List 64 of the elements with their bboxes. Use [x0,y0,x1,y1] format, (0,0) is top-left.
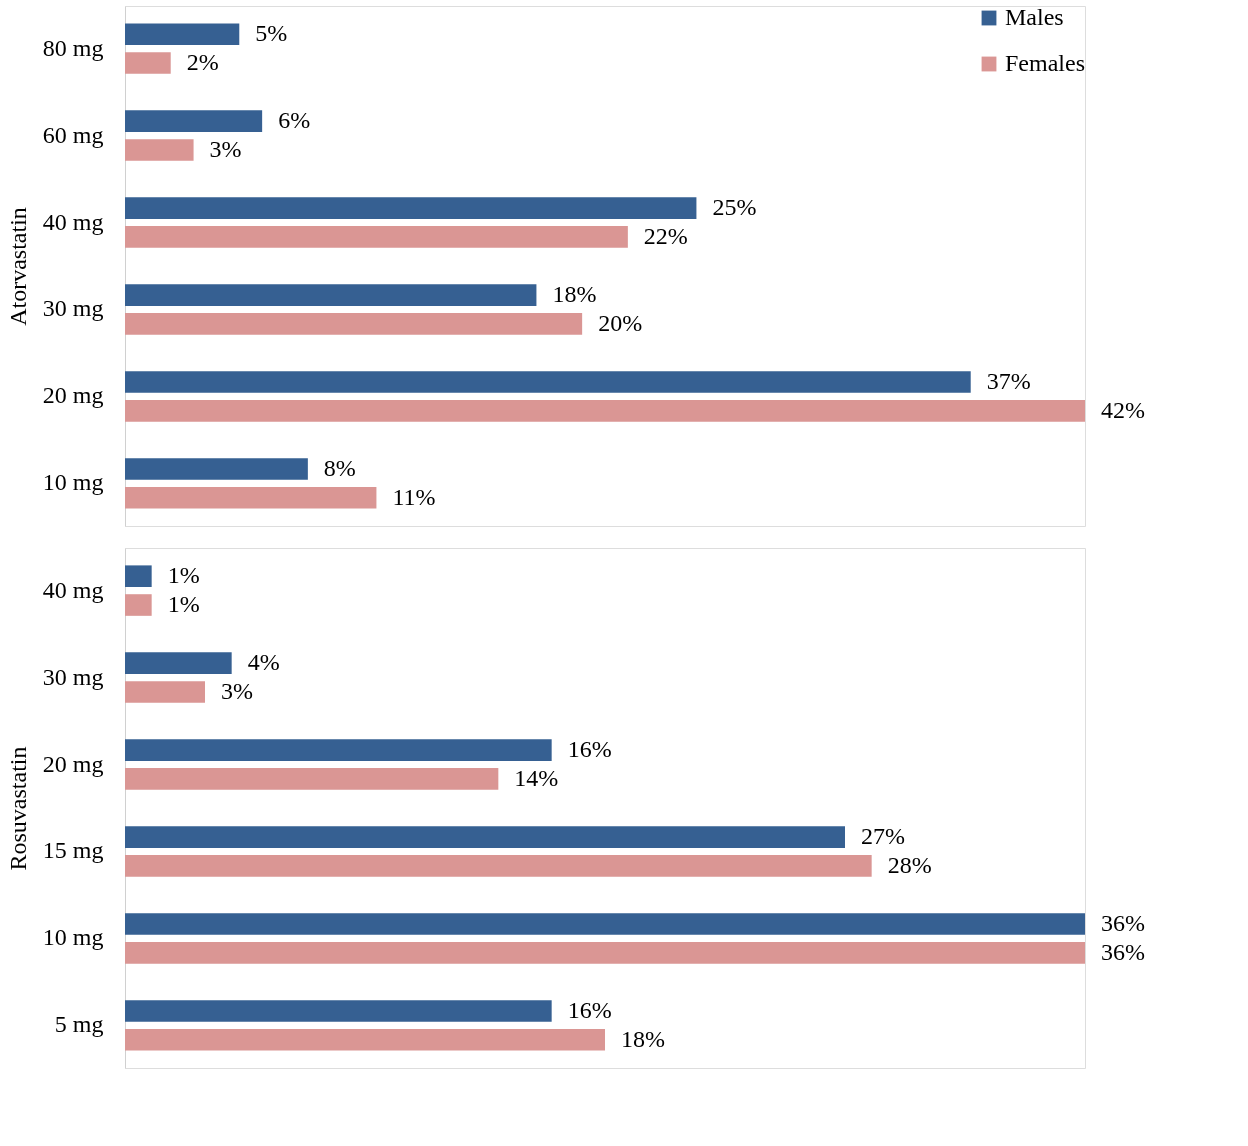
bar [125,681,205,703]
y-tick-label: 80 mg [42,34,104,61]
bar [125,739,552,761]
data-label: 20% [598,309,643,336]
data-label: 28% [887,851,932,878]
data-label: 14% [514,764,559,791]
y-tick-label: 30 mg [42,295,104,322]
bar [125,110,263,132]
data-label: 37% [986,368,1031,395]
bar [125,139,194,161]
legend-label: Females [1005,50,1085,76]
data-label: 6% [278,107,311,134]
bar [125,1000,552,1022]
y-tick-label: 60 mg [42,121,104,148]
bar [125,226,628,248]
bar [125,1028,605,1051]
data-label: 3% [221,677,253,704]
bar [125,565,152,588]
y-tick-label: 40 mg [42,576,104,603]
data-label: 22% [643,222,688,249]
y-tick-label: 20 mg [42,382,104,409]
bar [125,313,583,335]
data-label: 18% [552,281,597,308]
data-label: 4% [247,649,280,676]
data-label: 27% [861,823,905,850]
bar [125,768,499,790]
data-label: 18% [621,1025,665,1052]
data-label: 1% [167,562,200,589]
bar [125,652,232,674]
data-label: 11% [392,483,436,510]
y-tick-label: 10 mg [42,924,104,951]
y-tick-label: 40 mg [42,208,104,235]
y-axis-title: Atorvastatin [4,207,31,326]
bar [125,371,971,393]
bar [125,826,845,848]
data-label: 1% [167,591,200,618]
data-label: 42% [1101,396,1145,423]
y-tick-label: 15 mg [42,837,104,864]
bar [125,913,1085,935]
y-axis-title: Rosuvastatin [4,746,31,871]
data-label: 25% [712,194,757,221]
legend-label: Males [1005,4,1064,30]
data-label: 16% [567,736,612,763]
bar [125,458,308,480]
y-tick-label: 30 mg [42,663,104,690]
data-label: 5% [255,20,288,47]
data-label: 36% [1101,910,1145,937]
bar [125,52,171,74]
data-label: 36% [1101,938,1145,965]
y-tick-label: 5 mg [54,1011,104,1038]
bar [125,594,152,616]
data-label: 3% [209,135,242,162]
bar [125,197,697,219]
data-label: 8% [323,454,356,481]
bar [125,855,872,877]
y-tick-label: 20 mg [42,750,104,777]
data-label: 2% [186,49,219,76]
bar [125,23,240,46]
bar [125,942,1085,964]
bar [125,284,537,306]
bar [125,400,1085,422]
data-label: 16% [567,996,612,1023]
y-tick-label: 10 mg [42,469,104,496]
bar [125,486,377,509]
